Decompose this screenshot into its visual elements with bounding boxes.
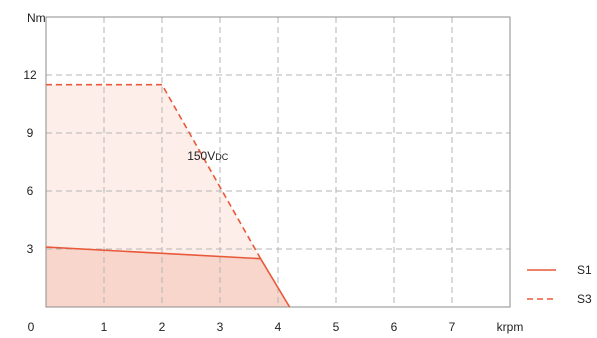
x-tick-label: 5 bbox=[333, 320, 340, 334]
grid bbox=[46, 17, 510, 307]
legend-label-s1: S1 bbox=[577, 263, 592, 277]
x-tick-label: 7 bbox=[449, 320, 456, 334]
series-line-s3 bbox=[46, 83, 262, 260]
area-fill-s1 bbox=[46, 247, 290, 307]
y-tick-label: 9 bbox=[27, 126, 34, 140]
y-tick-label: 3 bbox=[27, 242, 34, 256]
x-tick-label: 4 bbox=[275, 320, 282, 334]
legend: S1 S3 bbox=[527, 263, 592, 306]
x-tick-label: 2 bbox=[159, 320, 166, 334]
y-axis-unit: Nm bbox=[27, 11, 46, 25]
x-tick-label: 3 bbox=[217, 320, 224, 334]
x-axis-unit: krpm bbox=[497, 320, 524, 334]
area-fills bbox=[46, 84, 290, 308]
x-tick-label: 1 bbox=[101, 320, 108, 334]
voltage-annotation: 150VDC bbox=[187, 149, 229, 163]
legend-label-s3: S3 bbox=[577, 292, 592, 306]
x-tick-label: 6 bbox=[391, 320, 398, 334]
series-lines bbox=[45, 83, 291, 308]
y-tick-label: 12 bbox=[23, 68, 37, 82]
plot-frame bbox=[45, 16, 511, 308]
axes bbox=[45, 16, 511, 308]
origin-label: 0 bbox=[28, 320, 35, 334]
y-tick-label: 6 bbox=[27, 184, 34, 198]
